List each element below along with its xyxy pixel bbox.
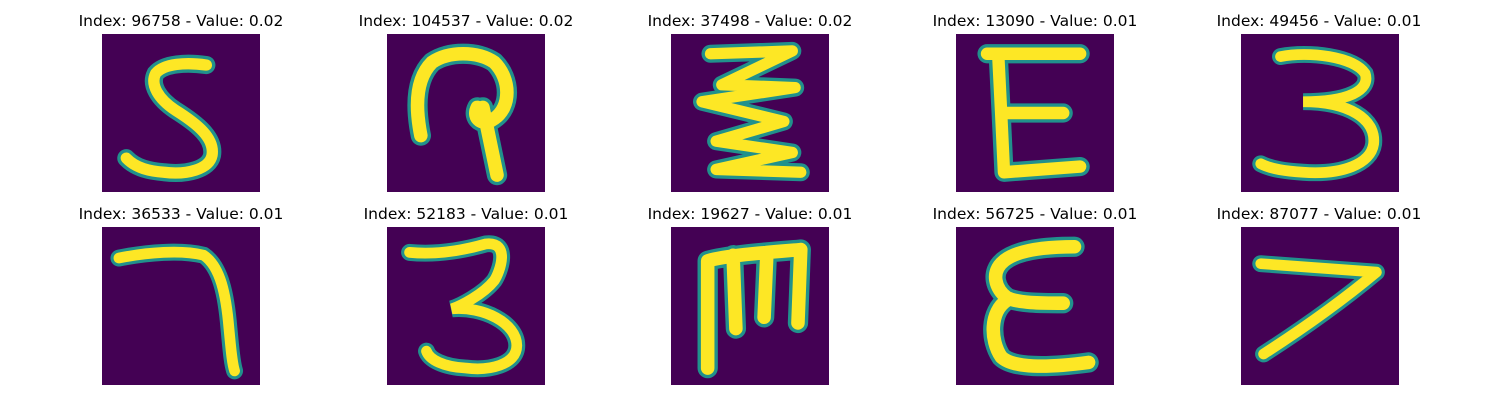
glyph-E-round-image	[956, 227, 1114, 385]
panel-title: Index: 87077 - Value: 0.01	[1216, 205, 1422, 223]
panel-title: Index: 56725 - Value: 0.01	[932, 205, 1138, 223]
panel-title: Index: 52183 - Value: 0.01	[363, 205, 569, 223]
digit-image	[387, 227, 545, 385]
digit-image	[102, 227, 260, 385]
glyph-m-shape-image	[671, 227, 829, 385]
glyph-5-image	[102, 34, 260, 192]
glyph-loop-stem-image	[387, 34, 545, 192]
panel-title: Index: 49456 - Value: 0.01	[1216, 12, 1422, 30]
panel-title: Index: 37498 - Value: 0.02	[647, 12, 853, 30]
digit-image	[387, 34, 545, 192]
glyph-7-slant-image	[1241, 227, 1399, 385]
glyph-7-hook-image	[102, 227, 260, 385]
digit-image	[1241, 34, 1399, 192]
panel-title: Index: 13090 - Value: 0.01	[932, 12, 1138, 30]
glyph-zigzag-image	[671, 34, 829, 192]
panel-title: Index: 36533 - Value: 0.01	[78, 205, 284, 223]
glyph-3-image	[1241, 34, 1399, 192]
panel-title: Index: 96758 - Value: 0.02	[78, 12, 284, 30]
digit-image	[102, 34, 260, 192]
digit-image	[1241, 227, 1399, 385]
digit-image	[671, 34, 829, 192]
glyph-3b-image	[387, 227, 545, 385]
digit-image	[956, 227, 1114, 385]
panel-title: Index: 104537 - Value: 0.02	[358, 12, 574, 30]
digit-image	[956, 34, 1114, 192]
panel-title: Index: 19627 - Value: 0.01	[647, 205, 853, 223]
glyph-E-image	[956, 34, 1114, 192]
digit-image	[671, 227, 829, 385]
